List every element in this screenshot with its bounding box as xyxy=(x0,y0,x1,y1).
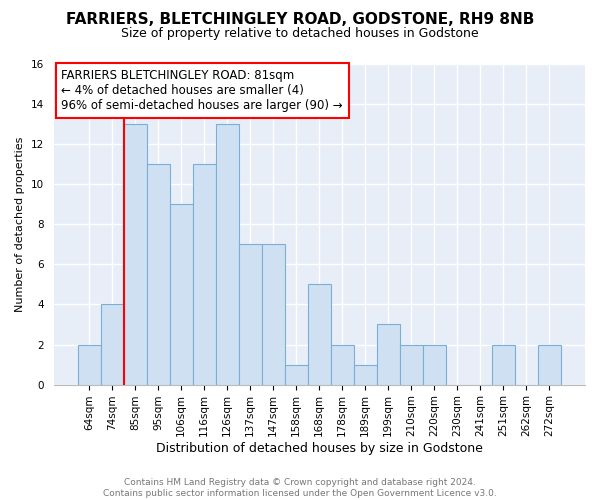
Bar xyxy=(77,344,101,385)
Bar xyxy=(331,344,354,385)
Text: Contains HM Land Registry data © Crown copyright and database right 2024.
Contai: Contains HM Land Registry data © Crown c… xyxy=(103,478,497,498)
Bar xyxy=(492,344,515,385)
Bar xyxy=(193,164,216,384)
Text: FARRIERS BLETCHINGLEY ROAD: 81sqm
← 4% of detached houses are smaller (4)
96% of: FARRIERS BLETCHINGLEY ROAD: 81sqm ← 4% o… xyxy=(61,69,343,112)
Bar xyxy=(239,244,262,384)
Bar xyxy=(377,324,400,384)
Bar xyxy=(423,344,446,385)
Bar xyxy=(354,364,377,384)
X-axis label: Distribution of detached houses by size in Godstone: Distribution of detached houses by size … xyxy=(156,442,483,455)
Bar xyxy=(285,364,308,384)
Bar xyxy=(262,244,285,384)
Bar xyxy=(124,124,147,384)
Bar xyxy=(101,304,124,384)
Bar xyxy=(308,284,331,384)
Text: Size of property relative to detached houses in Godstone: Size of property relative to detached ho… xyxy=(121,28,479,40)
Text: FARRIERS, BLETCHINGLEY ROAD, GODSTONE, RH9 8NB: FARRIERS, BLETCHINGLEY ROAD, GODSTONE, R… xyxy=(66,12,534,28)
Bar xyxy=(147,164,170,384)
Bar xyxy=(170,204,193,384)
Bar xyxy=(538,344,561,385)
Bar xyxy=(400,344,423,385)
Y-axis label: Number of detached properties: Number of detached properties xyxy=(15,136,25,312)
Bar xyxy=(216,124,239,384)
